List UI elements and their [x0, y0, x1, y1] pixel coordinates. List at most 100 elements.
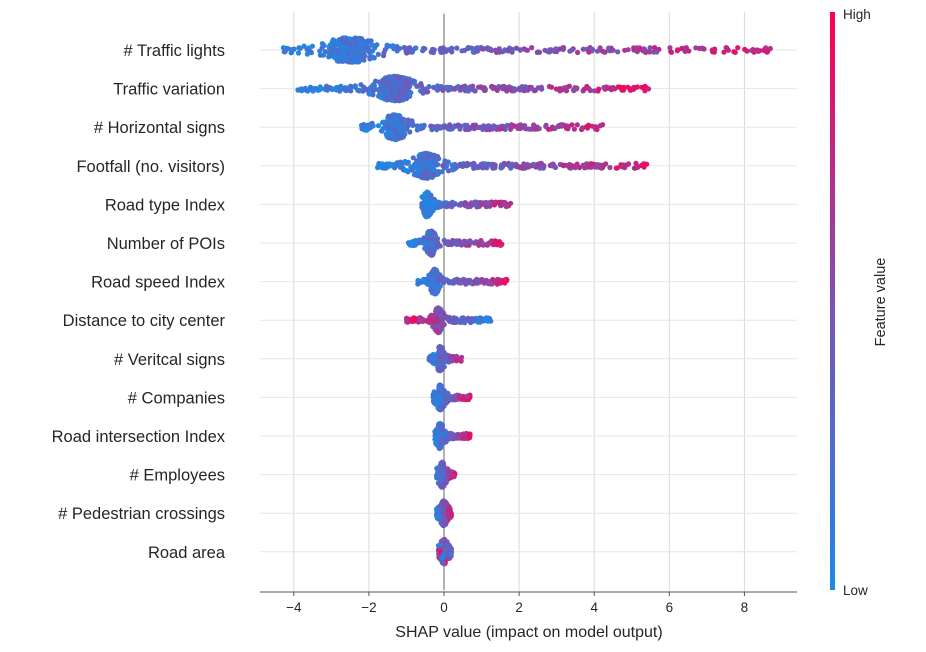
shap-point	[384, 42, 390, 48]
x-tick-label: 6	[666, 600, 674, 615]
shap-point	[626, 161, 632, 167]
shap-point	[387, 161, 393, 167]
shap-point	[433, 162, 439, 168]
shap-point	[444, 397, 450, 403]
shap-point	[435, 513, 442, 519]
shap-point	[424, 213, 430, 219]
shap-point	[563, 88, 570, 94]
shap-point	[366, 91, 372, 97]
shap-point	[339, 38, 345, 44]
shap-point	[442, 547, 448, 554]
shap-point	[642, 83, 648, 89]
shap-point	[428, 241, 434, 247]
shap-point	[454, 357, 460, 363]
shap-point	[499, 125, 505, 131]
shap-point	[338, 53, 344, 60]
shap-point	[434, 85, 440, 91]
shap-point	[453, 123, 459, 129]
shap-point	[446, 85, 452, 91]
feature-label: # Horizontal signs	[94, 119, 225, 137]
shap-point	[440, 560, 446, 567]
shap-point	[335, 57, 341, 63]
shap-point	[377, 90, 383, 96]
shap-point	[504, 122, 510, 128]
shap-point	[433, 401, 439, 407]
shap-point	[447, 122, 453, 128]
shap-point	[511, 86, 517, 92]
shap-point	[504, 203, 510, 209]
shap-point	[437, 439, 443, 445]
shap-point	[407, 45, 413, 51]
shap-point	[422, 46, 428, 52]
shap-point	[426, 84, 432, 90]
shap-point	[422, 174, 428, 180]
shap-point	[606, 45, 612, 51]
shap-point	[419, 204, 425, 211]
feature-label: Distance to city center	[63, 312, 226, 330]
shap-point	[441, 238, 447, 244]
shap-point	[410, 48, 416, 54]
feature-label: Traffic variation	[113, 81, 225, 99]
shap-point	[438, 399, 444, 405]
shap-point	[460, 435, 466, 441]
shap-point	[391, 73, 397, 80]
shap-point	[563, 125, 570, 131]
shap-point	[452, 317, 458, 323]
shap-point	[437, 306, 443, 312]
shap-point	[382, 165, 388, 171]
shap-point	[390, 43, 396, 49]
shap-point	[569, 47, 575, 53]
shap-point	[543, 122, 549, 128]
shap-point	[686, 48, 692, 54]
shap-point	[610, 84, 616, 91]
shap-point	[414, 170, 420, 176]
shap-point	[700, 46, 706, 52]
shap-point	[584, 124, 590, 130]
shap-point	[401, 44, 407, 51]
shap-point	[384, 123, 391, 130]
shap-point	[446, 168, 452, 174]
shap-point	[596, 86, 602, 92]
shap-point	[513, 45, 520, 51]
shap-point	[431, 266, 437, 273]
shap-point	[433, 157, 439, 163]
shap-point	[406, 118, 412, 124]
beeswarm-points	[280, 35, 773, 567]
shap-point	[295, 50, 302, 56]
shap-point	[420, 162, 426, 168]
shap-point	[360, 57, 366, 63]
shap-point	[396, 135, 402, 141]
shap-point	[587, 87, 593, 94]
shap-point	[586, 49, 592, 55]
shap-point	[438, 313, 444, 319]
shap-point	[675, 47, 681, 53]
shap-point	[500, 84, 506, 90]
shap-point	[448, 280, 454, 286]
shap-point	[371, 83, 378, 89]
shap-point	[417, 316, 423, 322]
shap-point	[437, 434, 443, 440]
shap-point	[581, 86, 587, 92]
shap-point	[397, 159, 403, 165]
shap-point	[499, 164, 505, 170]
shap-point	[404, 50, 410, 56]
shap-point	[575, 49, 581, 56]
shap-point	[641, 46, 648, 53]
shap-point	[397, 89, 403, 95]
shap-point	[370, 48, 376, 54]
shap-point	[440, 507, 446, 513]
x-axis: −4 −2 0 2 4 6 8	[260, 591, 797, 615]
shap-point	[502, 47, 508, 53]
shap-point	[416, 125, 422, 131]
shap-point	[459, 278, 465, 284]
shap-point	[360, 40, 366, 47]
shap-point	[532, 126, 538, 132]
shap-point	[449, 239, 455, 245]
shap-point	[601, 85, 607, 91]
shap-point	[402, 167, 408, 173]
colorbar: High Low Feature value	[830, 7, 889, 598]
grid	[260, 12, 797, 592]
shap-point	[439, 554, 445, 561]
